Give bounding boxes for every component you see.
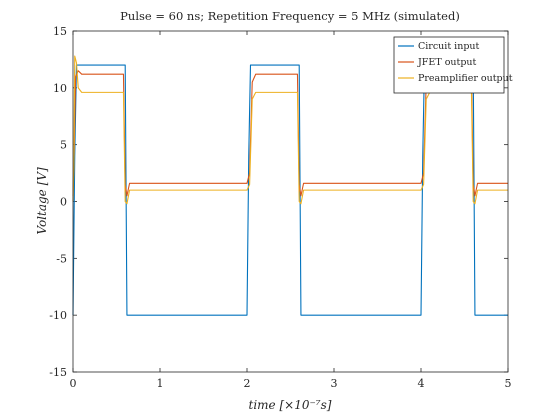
y-tick-label: 0	[60, 196, 67, 209]
y-tick-label: 10	[53, 82, 67, 95]
x-tick-label: 0	[70, 377, 77, 390]
legend: Circuit input JFET output Preamplifier out…	[393, 36, 513, 94]
plot-frame	[72, 30, 509, 373]
legend-label: Circuit input	[418, 41, 480, 52]
x-tick-label: 5	[505, 377, 512, 390]
y-tick-label: -5	[56, 252, 67, 265]
x-axis-label: time [×10⁻⁷s]	[249, 398, 332, 412]
x-tick-label: 4	[418, 377, 425, 390]
legend-label: JFET output	[417, 57, 477, 68]
x-tick-label: 3	[331, 377, 338, 390]
y-tick-label: -10	[49, 309, 67, 322]
x-tick-label: 2	[244, 377, 251, 390]
y-axis-label: Voltage [V]	[35, 167, 49, 235]
legend-label: Preamplifier output	[418, 73, 513, 84]
y-tick-label: -15	[49, 366, 67, 379]
y-tick-label: 15	[53, 25, 67, 38]
chart-title: Pulse = 60 ns; Repetition Frequency = 5 …	[120, 9, 460, 23]
x-tick-label: 1	[157, 377, 164, 390]
axis-ticks: 0 1 2 3 4 5 -15 -10 -5 0 5 10 15	[49, 25, 511, 390]
y-tick-label: 5	[60, 139, 67, 152]
